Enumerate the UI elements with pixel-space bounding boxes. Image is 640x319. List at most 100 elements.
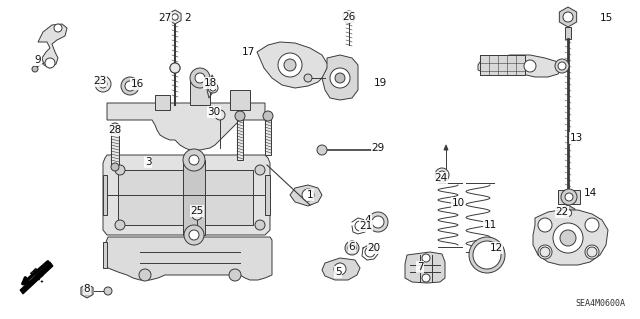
Circle shape <box>355 221 365 231</box>
Circle shape <box>184 225 204 245</box>
Text: 15: 15 <box>600 13 612 23</box>
Circle shape <box>189 230 199 240</box>
Circle shape <box>302 189 314 201</box>
Circle shape <box>538 218 552 232</box>
Circle shape <box>189 155 199 165</box>
Text: 5: 5 <box>335 267 341 277</box>
Circle shape <box>263 111 273 121</box>
Polygon shape <box>155 95 170 110</box>
Circle shape <box>183 149 205 171</box>
Text: 18: 18 <box>204 78 216 88</box>
Polygon shape <box>561 205 575 221</box>
Bar <box>558 190 580 204</box>
Text: 11: 11 <box>483 220 497 230</box>
Circle shape <box>99 80 107 88</box>
Circle shape <box>540 247 550 257</box>
Circle shape <box>565 193 573 201</box>
Circle shape <box>585 245 599 259</box>
Text: 26: 26 <box>342 12 356 22</box>
Text: 13: 13 <box>570 133 582 143</box>
Text: SEA4M0600A: SEA4M0600A <box>575 299 625 308</box>
Circle shape <box>317 145 327 155</box>
Circle shape <box>372 216 384 228</box>
Circle shape <box>229 269 241 281</box>
Bar <box>183 160 205 235</box>
Polygon shape <box>81 284 93 298</box>
Polygon shape <box>444 145 448 150</box>
Circle shape <box>208 83 218 93</box>
Circle shape <box>111 163 119 171</box>
Text: 30: 30 <box>207 107 221 117</box>
Polygon shape <box>559 7 577 27</box>
Circle shape <box>435 168 449 182</box>
Circle shape <box>304 74 312 82</box>
Circle shape <box>172 14 178 20</box>
Circle shape <box>343 11 355 23</box>
Polygon shape <box>38 24 67 68</box>
Polygon shape <box>533 210 608 265</box>
Bar <box>118 170 253 225</box>
Polygon shape <box>265 175 270 215</box>
Text: 9: 9 <box>35 55 42 65</box>
Text: 8: 8 <box>84 284 90 294</box>
Text: 22: 22 <box>556 207 568 217</box>
Circle shape <box>524 60 536 72</box>
Polygon shape <box>107 103 265 150</box>
Circle shape <box>45 58 55 68</box>
Circle shape <box>95 76 111 92</box>
Circle shape <box>438 171 446 179</box>
Polygon shape <box>322 258 360 280</box>
Text: 10: 10 <box>451 198 465 208</box>
Polygon shape <box>230 90 250 110</box>
Text: 17: 17 <box>241 47 255 57</box>
Circle shape <box>195 73 205 83</box>
Circle shape <box>334 263 346 275</box>
Circle shape <box>564 209 572 217</box>
Circle shape <box>139 269 151 281</box>
Circle shape <box>560 230 576 246</box>
Circle shape <box>115 220 125 230</box>
Circle shape <box>587 247 597 257</box>
Bar <box>111 130 119 165</box>
Circle shape <box>192 210 202 220</box>
Circle shape <box>54 24 62 32</box>
Bar <box>237 118 243 160</box>
Polygon shape <box>106 237 272 280</box>
Bar <box>480 55 525 75</box>
Circle shape <box>125 81 135 91</box>
Circle shape <box>422 274 430 282</box>
Text: 16: 16 <box>131 79 143 89</box>
Circle shape <box>215 110 225 120</box>
Text: 3: 3 <box>145 157 151 167</box>
Circle shape <box>365 247 375 257</box>
Text: 24: 24 <box>435 173 447 183</box>
Text: 7: 7 <box>417 262 423 272</box>
Circle shape <box>190 68 210 88</box>
Text: 4: 4 <box>365 215 371 225</box>
Circle shape <box>104 287 112 295</box>
Bar <box>265 118 271 155</box>
Polygon shape <box>103 175 107 215</box>
Bar <box>565 27 571 39</box>
Text: 2: 2 <box>185 13 191 23</box>
Polygon shape <box>20 262 53 294</box>
Text: 23: 23 <box>93 76 107 86</box>
Circle shape <box>110 123 120 133</box>
Circle shape <box>558 62 566 70</box>
Polygon shape <box>190 80 210 105</box>
Circle shape <box>278 53 302 77</box>
Circle shape <box>84 288 90 294</box>
Polygon shape <box>478 55 562 77</box>
Circle shape <box>255 165 265 175</box>
Text: 14: 14 <box>584 188 596 198</box>
Text: 27: 27 <box>158 13 172 23</box>
Circle shape <box>422 254 430 262</box>
Circle shape <box>473 241 501 269</box>
Polygon shape <box>257 42 328 88</box>
Circle shape <box>553 223 583 253</box>
Text: 1: 1 <box>307 190 314 200</box>
Circle shape <box>255 220 265 230</box>
Polygon shape <box>322 55 358 100</box>
Circle shape <box>235 111 245 121</box>
Text: 28: 28 <box>108 125 122 135</box>
